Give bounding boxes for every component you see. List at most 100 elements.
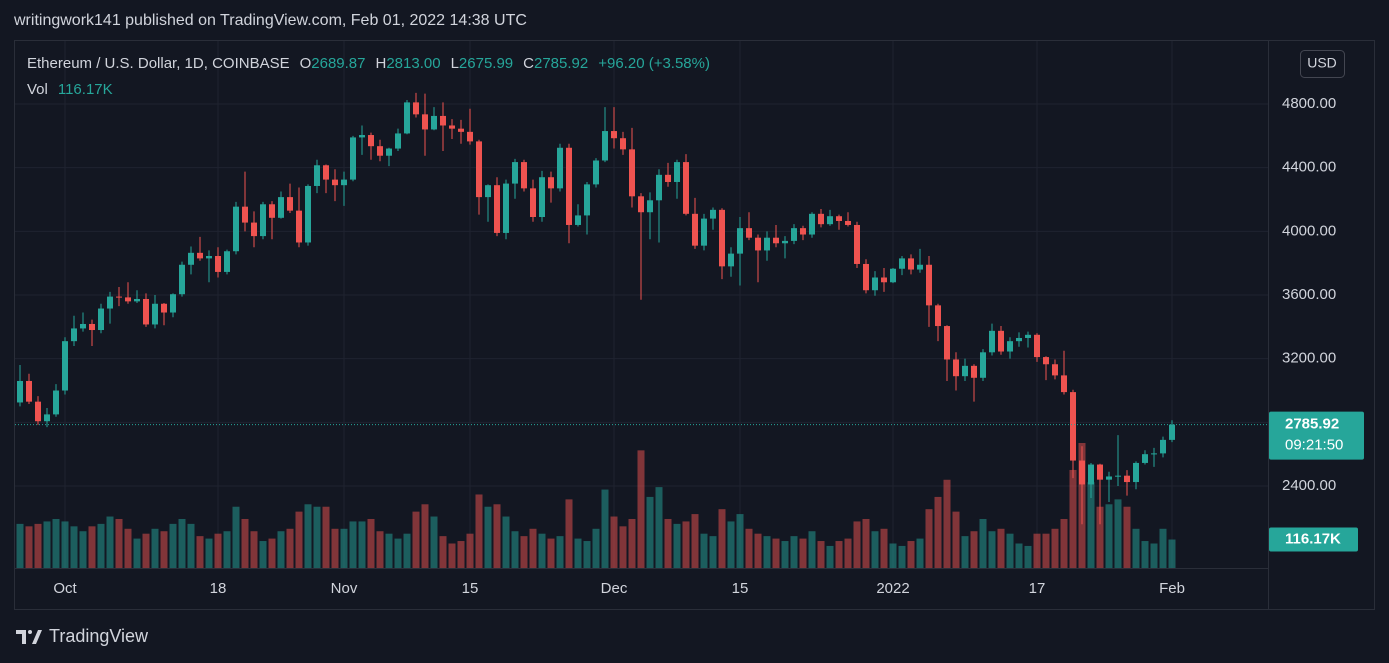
volume-bar xyxy=(286,528,294,568)
candle-body xyxy=(413,102,419,115)
candle-body xyxy=(530,188,536,218)
candle-body xyxy=(188,252,194,265)
candle-body xyxy=(764,237,770,251)
candle-body xyxy=(323,165,329,180)
volume-legend: Vol 116.17K xyxy=(27,81,113,98)
volume-bar xyxy=(484,506,492,568)
volume-value: 116.17K xyxy=(58,81,113,98)
candle-body xyxy=(1007,341,1013,352)
candles xyxy=(17,92,1175,525)
candle-body xyxy=(647,200,653,213)
candle-body xyxy=(845,220,851,225)
volume-bar xyxy=(295,511,303,568)
candle-body xyxy=(755,237,761,251)
candle-body xyxy=(503,183,509,233)
volume-bar xyxy=(871,531,879,568)
legend-value: 2785.92 xyxy=(534,55,588,72)
currency-button[interactable] xyxy=(1300,50,1345,78)
candle-body xyxy=(287,197,293,211)
volume-bar xyxy=(1051,528,1059,568)
candle-body xyxy=(890,268,896,283)
candle-body xyxy=(863,263,869,291)
volume-bar xyxy=(610,516,618,568)
x-tick-label: 2022 xyxy=(876,580,909,597)
volume-bar xyxy=(754,533,762,568)
volume-bar xyxy=(997,528,1005,568)
candle-body xyxy=(458,128,464,132)
candle-body xyxy=(215,256,221,272)
candle-body xyxy=(944,326,950,360)
volume-bar xyxy=(169,523,177,568)
candle-body xyxy=(971,365,977,378)
candle-body xyxy=(953,359,959,377)
volume-bar xyxy=(466,533,474,568)
volume-bar xyxy=(979,518,987,568)
candle-body xyxy=(584,184,590,216)
volume-bar xyxy=(304,504,312,568)
y-tick-label: 4000.00 xyxy=(1282,222,1336,239)
candle-body xyxy=(998,330,1004,352)
candle-body xyxy=(368,135,374,147)
x-tick-label: Oct xyxy=(53,580,77,597)
volume-bar xyxy=(745,528,753,568)
y-tick-label: 4400.00 xyxy=(1282,159,1336,176)
volume-bar xyxy=(817,541,825,568)
candle-body xyxy=(332,179,338,186)
candle-body xyxy=(143,298,149,325)
legend-key: O xyxy=(300,55,312,72)
volume-bar xyxy=(682,521,690,568)
candle-body xyxy=(728,253,734,267)
volume-bar xyxy=(790,536,798,568)
volume-bar xyxy=(322,506,330,568)
candle-body xyxy=(161,303,167,313)
candle-body xyxy=(116,296,122,298)
volume-bar xyxy=(1015,543,1023,568)
candle-body xyxy=(827,216,833,225)
volume-bar xyxy=(1096,506,1104,568)
candle-body xyxy=(899,258,905,269)
candle-body xyxy=(1115,475,1121,477)
volume-bar xyxy=(637,450,645,568)
volume-bar xyxy=(52,518,60,568)
volume-bar xyxy=(349,521,357,568)
volume-bar xyxy=(358,521,366,568)
x-tick-label: Feb xyxy=(1159,580,1185,597)
candle-body xyxy=(386,148,392,156)
candle-body xyxy=(557,147,563,189)
candle-body xyxy=(881,277,887,283)
legend-key: L xyxy=(451,55,459,72)
symbol-title: Ethereum / U.S. Dollar, 1D, COINBASE xyxy=(27,55,290,72)
publish-info: writingwork141 published on TradingView.… xyxy=(13,12,527,29)
volume-bar xyxy=(538,533,546,568)
volume-bar xyxy=(16,523,24,568)
currency-label[interactable]: USD xyxy=(1307,55,1337,71)
volume-bar xyxy=(205,538,213,568)
candle-body xyxy=(620,138,626,150)
candle-body xyxy=(1016,337,1022,342)
volume-bar xyxy=(988,531,996,568)
candle-body xyxy=(449,125,455,129)
candle-body xyxy=(98,308,104,331)
candle-body xyxy=(224,251,230,272)
x-tick-label: Nov xyxy=(331,580,358,597)
volume-bar xyxy=(25,526,33,568)
legend-value: 2689.87 xyxy=(311,55,365,72)
candle-body xyxy=(485,185,491,198)
candle-body xyxy=(683,162,689,214)
volume-bar xyxy=(511,531,519,568)
volume-bar xyxy=(133,538,141,568)
candle-body xyxy=(476,141,482,198)
candle-body xyxy=(53,390,59,415)
volume-bar xyxy=(223,531,231,568)
volume-bar xyxy=(916,538,924,568)
volume-bar xyxy=(1069,469,1077,568)
candle-body xyxy=(404,102,410,134)
legend-value: 2813.00 xyxy=(386,55,440,72)
candle-body xyxy=(125,297,131,302)
volume-bar xyxy=(1105,504,1113,568)
candle-body xyxy=(1088,464,1094,485)
y-tick-label: 2400.00 xyxy=(1282,477,1336,494)
volume-bar xyxy=(241,518,249,568)
candle-body xyxy=(134,298,140,302)
volume-bar xyxy=(880,528,888,568)
